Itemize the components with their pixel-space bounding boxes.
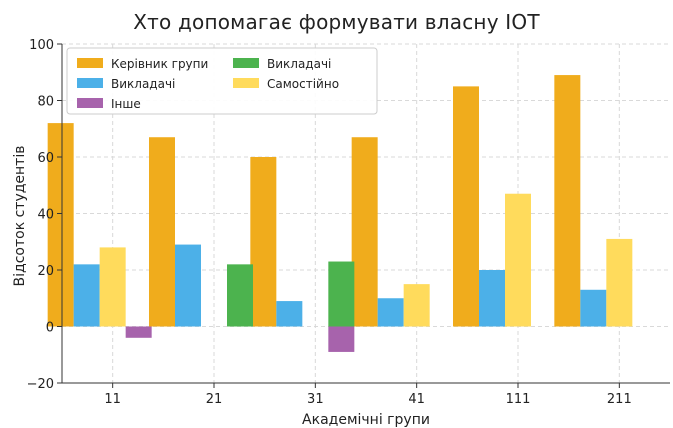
bar	[606, 238, 633, 327]
x-tick-label: 41	[408, 392, 425, 407]
bar	[276, 301, 303, 327]
y-tick-label: 60	[37, 151, 54, 166]
y-tick-label: 40	[37, 208, 54, 223]
bar	[328, 326, 355, 352]
bar	[250, 157, 277, 327]
bar	[479, 270, 505, 327]
legend-swatch	[233, 78, 259, 88]
bar	[175, 244, 201, 327]
bar	[227, 264, 253, 327]
y-tick-label: 20	[37, 264, 54, 279]
bar	[554, 75, 581, 327]
bar	[73, 264, 100, 327]
bar	[580, 289, 607, 327]
legend-label: Викладачі	[267, 57, 331, 71]
y-axis-title: Відсоток студентів	[12, 146, 28, 287]
bar	[453, 86, 479, 327]
axes	[57, 43, 670, 388]
legend-swatch	[77, 78, 103, 88]
legend-swatch	[77, 58, 103, 68]
legend-label: Викладачі	[111, 77, 175, 91]
bar	[99, 247, 126, 327]
legend: Керівник групи Викладачі Інше Викладачі Само…	[66, 47, 378, 115]
legend-label: Самостійно	[267, 77, 339, 91]
bar	[328, 261, 355, 327]
bars	[47, 75, 633, 352]
x-tick-label: 31	[307, 392, 324, 407]
bar	[403, 284, 430, 327]
bar	[505, 193, 531, 327]
y-tick-label: 100	[29, 38, 54, 53]
legend-swatch	[77, 98, 103, 108]
x-tick-label: 211	[607, 392, 632, 407]
y-tick-label: 80	[37, 95, 54, 110]
legend-box	[66, 47, 378, 115]
legend-label: Інше	[111, 97, 141, 111]
chart-title: Хто допомагає формувати власну ІОТ	[133, 10, 540, 34]
x-tick-label: 21	[206, 392, 223, 407]
bar	[351, 137, 378, 327]
y-tick-label: 0	[46, 321, 54, 336]
x-tick-label: 11	[104, 392, 121, 407]
x-axis-title: Академічні групи	[302, 412, 430, 428]
tick-labels: −20 0 20 40 60 80 100 11 21 31 41 111 211	[27, 38, 632, 407]
bar	[377, 298, 404, 327]
bar	[125, 326, 152, 338]
bar	[149, 137, 175, 327]
legend-swatch	[233, 58, 259, 68]
legend-label: Керівник групи	[111, 57, 208, 71]
x-tick-label: 111	[506, 392, 531, 407]
y-tick-label: −20	[27, 377, 54, 392]
